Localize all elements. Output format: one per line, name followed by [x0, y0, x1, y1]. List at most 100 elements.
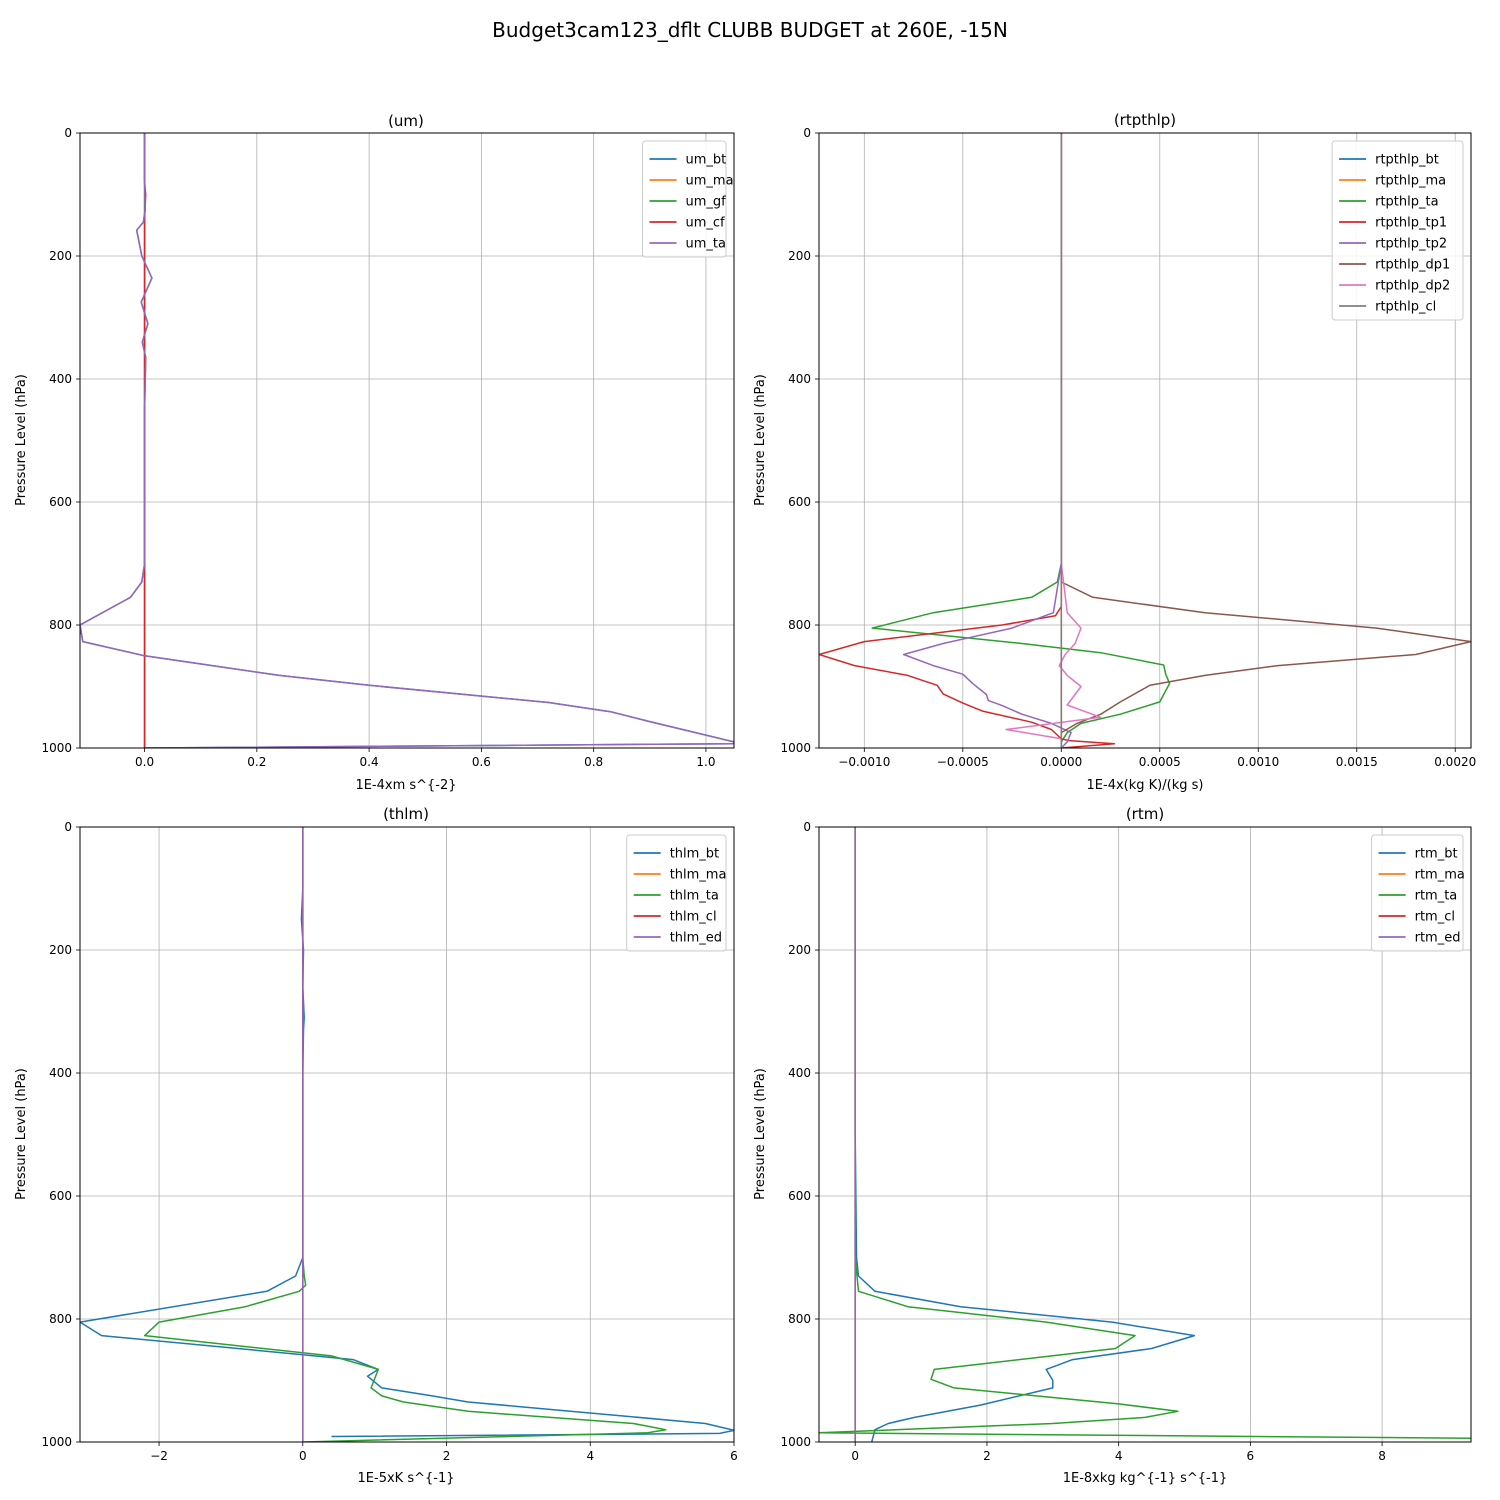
series-line-rtm_ta [819, 827, 1471, 1440]
y-tick-label: 400 [788, 372, 811, 386]
x-tick-label: −0.0010 [838, 755, 890, 769]
legend-entry: thlm_cl [670, 910, 717, 925]
x-tick-label: 0.0020 [1434, 755, 1476, 769]
x-tick-label: 1.0 [696, 755, 715, 769]
plot-area: 0.0 0.2 0.4 0.6 0.8 1.0 0 200 400 600 800 1000 um_bt… [41, 126, 735, 769]
legend-entry: thlm_ta [670, 889, 719, 904]
legend: rtm_bt rtm_ma rtm_ta rtm_cl rtm_ed [1371, 834, 1465, 952]
legend-entry: um_ma [686, 174, 734, 189]
x-tick-label: 0.0010 [1237, 755, 1279, 769]
series-line-um_ta [80, 133, 734, 748]
legend-entry: thlm_bt [670, 847, 719, 862]
series-lines [80, 827, 734, 1442]
y-tick-label: 0 [803, 126, 811, 140]
x-tick-label: 0.0005 [1139, 755, 1181, 769]
series-line-rtm_bt [854, 827, 1196, 1442]
y-tick-label: 0 [803, 820, 811, 834]
legend-frame [626, 834, 727, 952]
legend-entry: rtm_cl [1415, 910, 1455, 925]
y-tick-label: 600 [788, 495, 811, 509]
legend-entry: rtpthlp_ma [1375, 174, 1446, 189]
y-tick-label: 800 [49, 1312, 72, 1326]
x-tick-label: 4 [586, 1449, 594, 1463]
axes-frame [818, 132, 1472, 749]
plot-area: −0.0010 −0.0005 0.0000 0.0005 0.0010 0.0015 0.… [780, 126, 1476, 769]
x-axis-label: 1E-5xK s^{-1} [358, 1471, 455, 1486]
y-tick-label: 400 [49, 1066, 72, 1080]
y-axis-label: Pressure Level (hPa) [753, 374, 768, 506]
axes-frame [818, 826, 1472, 1443]
y-tick-label: 1000 [41, 1435, 72, 1449]
y-axis-label: Pressure Level (hPa) [14, 374, 29, 506]
y-tick-label: 600 [788, 1189, 811, 1203]
y-tick-label: 200 [788, 943, 811, 957]
y-tick-label: 200 [49, 943, 72, 957]
panel-thlm: (thlm) 1E-5xK s^{-1} Pressure Level (hPa… [14, 805, 738, 1486]
legend-frame [642, 140, 727, 258]
series-lines [819, 827, 1471, 1442]
legend-entry: rtpthlp_dp1 [1375, 258, 1450, 273]
legend-entry: rtpthlp_tp2 [1375, 237, 1447, 252]
legend-entry: um_cf [686, 216, 726, 231]
legend-entry: um_ta [686, 237, 726, 252]
y-tick-label: 1000 [780, 741, 811, 755]
x-tick-label: 0.0015 [1336, 755, 1378, 769]
panel-rtm: (rtm) 1E-8xkg kg^{-1} s^{-1} Pressure Le… [753, 805, 1472, 1486]
legend: um_bt um_ma um_gf um_cf um_ta [642, 140, 734, 258]
panel-title: (thlm) [383, 805, 429, 823]
y-tick-label: 600 [49, 495, 72, 509]
y-ticks: 0 200 400 600 800 1000 [780, 126, 819, 755]
legend-frame [1371, 834, 1464, 952]
legend-entry: rtpthlp_bt [1375, 153, 1439, 168]
y-tick-label: 800 [49, 618, 72, 632]
x-tick-label: 2 [983, 1449, 991, 1463]
y-ticks: 0 200 400 600 800 1000 [780, 820, 819, 1449]
x-tick-label: 0.0 [135, 755, 154, 769]
y-tick-label: 400 [49, 372, 72, 386]
x-axis-label: 1E-4xm s^{-2} [355, 778, 456, 793]
series-line-rtpthlp_dp2 [1005, 133, 1102, 748]
legend-entry: rtm_ma [1415, 868, 1465, 883]
grid [80, 132, 734, 749]
y-ticks: 0 200 400 600 800 1000 [41, 820, 80, 1449]
legend-entry: rtpthlp_ta [1375, 195, 1438, 210]
x-tick-label: 0.0000 [1040, 755, 1082, 769]
legend: thlm_bt thlm_ma thlm_ta thlm_cl thlm_ed [626, 834, 727, 952]
series-line-um_bt [80, 133, 734, 748]
y-axis-label: Pressure Level (hPa) [14, 1068, 29, 1200]
x-ticks: −0.0010 −0.0005 0.0000 0.0005 0.0010 0.0015 0.… [838, 748, 1476, 769]
y-tick-label: 200 [49, 249, 72, 263]
legend-entry: um_bt [686, 153, 727, 168]
axes-frame [79, 826, 735, 1443]
y-tick-label: 0 [64, 820, 72, 834]
x-axis-label: 1E-4x(kg K)/(kg s) [1087, 778, 1204, 793]
x-tick-label: 0 [299, 1449, 307, 1463]
legend-entry: rtm_ed [1415, 931, 1461, 946]
y-tick-label: 800 [788, 1312, 811, 1326]
x-ticks: 0 2 4 6 8 [851, 1442, 1386, 1463]
panel-rtpthlp: (rtpthlp) 1E-4x(kg K)/(kg s) Pressure Le… [753, 111, 1476, 793]
legend-entry: rtm_bt [1415, 847, 1458, 862]
x-tick-label: 4 [1115, 1449, 1123, 1463]
x-ticks: 0.0 0.2 0.4 0.6 0.8 1.0 [135, 748, 715, 769]
panel-um: (um) 1E-4xm s^{-2} Pressure Level (hPa) … [14, 112, 735, 793]
y-tick-label: 200 [788, 249, 811, 263]
x-tick-label: 0.6 [472, 755, 491, 769]
legend-entry: thlm_ma [670, 868, 727, 883]
x-tick-label: 0.8 [584, 755, 603, 769]
series-line-rtpthlp_tp2 [902, 133, 1072, 748]
series-line-rtpthlp_ta [871, 133, 1171, 748]
x-axis-label: 1E-8xkg kg^{-1} s^{-1} [1063, 1471, 1228, 1486]
y-tick-label: 1000 [41, 741, 72, 755]
panel-title: (rtm) [1126, 805, 1164, 823]
legend-entry: thlm_ed [670, 931, 722, 946]
y-ticks: 0 200 400 600 800 1000 [41, 126, 80, 755]
y-axis-label: Pressure Level (hPa) [753, 1068, 768, 1200]
series-line-rtpthlp_tp1 [819, 133, 1116, 748]
y-tick-label: 600 [49, 1189, 72, 1203]
panel-title: (rtpthlp) [1114, 111, 1176, 129]
series-line-thlm_ta [143, 827, 667, 1442]
plot-area: −2 0 2 4 6 0 200 400 600 800 1000 thlm_bt thlm_mathl… [41, 820, 737, 1463]
x-tick-label: 2 [443, 1449, 451, 1463]
